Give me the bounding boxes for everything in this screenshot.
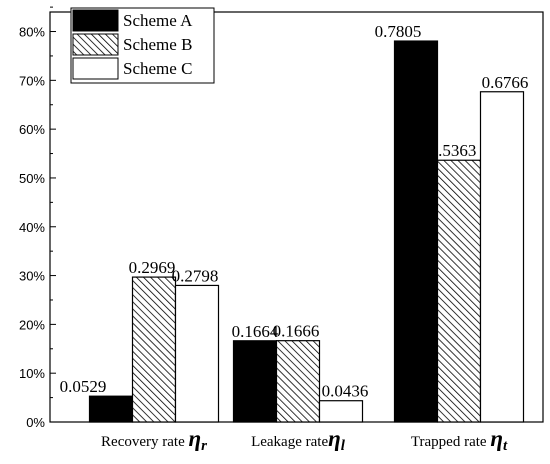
x-tick-label: Trapped rate ηt [411, 426, 508, 454]
bar-scheme-b [436, 159, 482, 423]
data-label: 0.2969 [129, 258, 176, 277]
data-label: 0.1664 [232, 322, 279, 341]
legend-swatch [72, 33, 119, 56]
data-label: 0.6766 [482, 73, 529, 92]
bar-scheme-b [131, 276, 177, 423]
data-label: 0.1666 [273, 322, 320, 341]
data-label: 0.0436 [322, 382, 369, 401]
legend-label: Scheme C [123, 59, 192, 78]
x-tick-label: Leakage rateηl [251, 426, 346, 454]
bar-scheme-c [479, 91, 525, 423]
legend-label: Scheme B [123, 35, 192, 54]
y-tick-label: 50% [19, 171, 45, 186]
y-tick-label: 70% [19, 73, 45, 88]
bar-scheme-c [318, 400, 364, 423]
bars [88, 40, 525, 423]
data-label: 0.7805 [375, 22, 422, 41]
bar-scheme-b [275, 340, 321, 423]
y-tick-label: 60% [19, 122, 45, 137]
bar-scheme-a [232, 340, 278, 423]
y-tick-label: 80% [19, 25, 45, 40]
legend-swatch [72, 57, 119, 80]
y-tick-label: 0% [26, 415, 45, 430]
y-tick-label: 40% [19, 220, 45, 235]
bar-scheme-a [393, 40, 439, 423]
y-tick-label: 20% [19, 317, 45, 332]
bar-scheme-c [174, 284, 220, 423]
y-tick-label: 30% [19, 269, 45, 284]
x-tick-label: Recovery rate ηr [101, 426, 207, 454]
data-label: 0.0529 [60, 377, 107, 396]
axes: 0% 10% 20% 30% 40% 50% 60% 70% 80% Recovery rate … [19, 6, 544, 454]
legend-swatch [72, 9, 119, 32]
legend: Scheme A Scheme B Scheme C [70, 7, 215, 84]
legend-label: Scheme A [123, 11, 193, 30]
data-label: 0.5363 [430, 141, 477, 160]
y-tick-label: 10% [19, 366, 45, 381]
data-labels: 0.0529 0.1664 0.7805 0.2969 0.1666 0.5363 0.27… [60, 22, 529, 401]
data-label: 0.2798 [172, 266, 219, 285]
bar-scheme-a [88, 395, 134, 423]
